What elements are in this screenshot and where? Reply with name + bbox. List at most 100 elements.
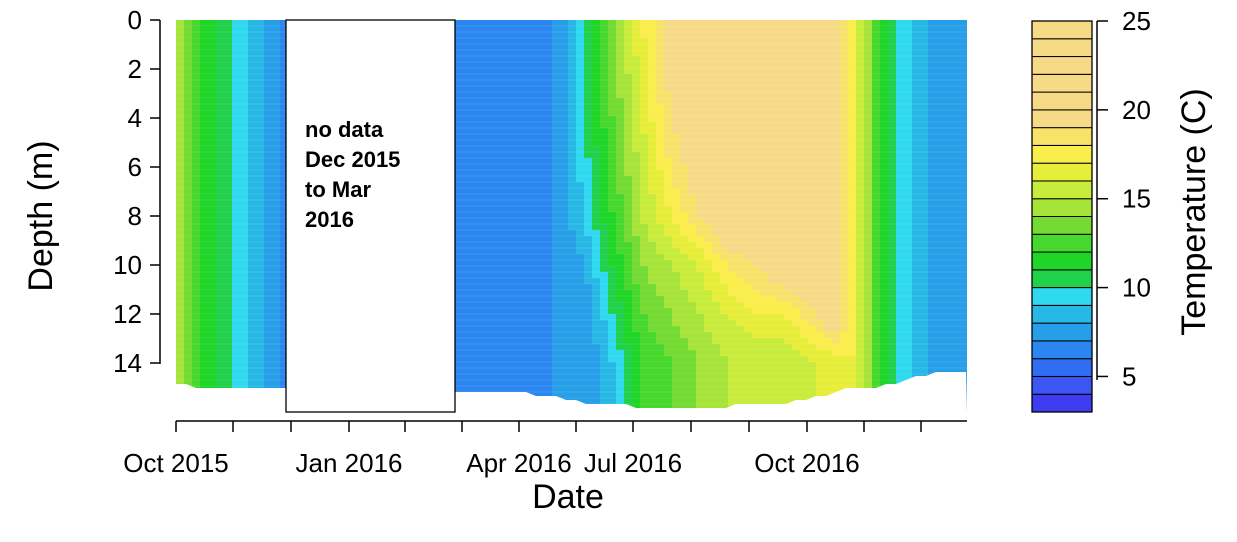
contour-cell <box>248 320 257 327</box>
contour-cell <box>224 164 233 171</box>
contour-cell <box>720 392 729 399</box>
contour-cell <box>728 338 737 345</box>
contour-cell <box>568 338 577 345</box>
contour-cell <box>704 356 713 363</box>
contour-cell <box>696 44 705 51</box>
contour-cell <box>680 86 689 93</box>
contour-cell <box>240 86 249 93</box>
contour-cell <box>520 332 529 339</box>
contour-cell <box>640 176 649 183</box>
contour-cell <box>216 338 225 345</box>
contour-cell <box>504 62 513 69</box>
contour-cell <box>768 182 777 189</box>
contour-cell <box>736 116 745 123</box>
contour-cell <box>648 152 657 159</box>
contour-cell <box>600 50 609 57</box>
contour-cell <box>576 44 585 51</box>
contour-cell <box>512 194 521 201</box>
contour-cell <box>608 248 617 255</box>
contour-cell <box>224 368 233 375</box>
contour-cell <box>224 188 233 195</box>
contour-cell <box>496 38 505 45</box>
contour-cell <box>184 158 193 165</box>
contour-cell <box>240 236 249 243</box>
contour-cell <box>592 368 601 375</box>
contour-cell <box>744 20 753 27</box>
contour-cell <box>752 278 761 285</box>
contour-cell <box>536 338 545 345</box>
contour-cell <box>520 182 529 189</box>
contour-cell <box>240 26 249 33</box>
contour-cell <box>688 380 697 387</box>
contour-cell <box>576 254 585 261</box>
contour-cell <box>480 170 489 177</box>
contour-cell <box>560 350 569 357</box>
contour-cell <box>200 62 209 69</box>
contour-cell <box>480 368 489 375</box>
contour-cell <box>696 314 705 321</box>
contour-cell <box>624 344 633 351</box>
contour-cell <box>600 86 609 93</box>
contour-cell <box>504 290 513 297</box>
contour-cell <box>232 266 241 273</box>
contour-cell <box>768 56 777 63</box>
contour-cell <box>512 164 521 171</box>
contour-cell <box>656 50 665 57</box>
contour-cell <box>224 122 233 129</box>
contour-cell <box>648 320 657 327</box>
contour-cell <box>680 176 689 183</box>
contour-cell <box>584 242 593 249</box>
contour-cell <box>584 308 593 315</box>
contour-cell <box>528 212 537 219</box>
contour-cell <box>720 332 729 339</box>
contour-cell <box>720 38 729 45</box>
contour-cell <box>520 128 529 135</box>
contour-cell <box>552 248 561 255</box>
contour-cell <box>464 122 473 129</box>
contour-cell <box>640 158 649 165</box>
contour-cell <box>456 296 465 303</box>
contour-cell <box>704 56 713 63</box>
contour-cell <box>632 344 641 351</box>
contour-cell <box>472 188 481 195</box>
contour-cell <box>592 392 601 399</box>
contour-cell <box>528 344 537 351</box>
contour-cell <box>776 284 785 291</box>
contour-cell <box>584 350 593 357</box>
contour-cell <box>712 368 721 375</box>
contour-cell <box>672 356 681 363</box>
contour-cell <box>704 86 713 93</box>
contour-cell <box>608 38 617 45</box>
contour-cell <box>648 314 657 321</box>
contour-cell <box>280 158 289 165</box>
contour-cell <box>536 32 545 39</box>
contour-cell <box>272 20 281 27</box>
contour-cell <box>584 284 593 291</box>
contour-cell <box>696 326 705 333</box>
contour-cell <box>744 398 753 405</box>
contour-cell <box>520 26 529 33</box>
contour-cell <box>664 140 673 147</box>
contour-cell <box>768 248 777 255</box>
contour-cell <box>216 86 225 93</box>
contour-cell <box>472 170 481 177</box>
contour-cell <box>592 68 601 75</box>
contour-cell <box>592 158 601 165</box>
contour-cell <box>248 338 257 345</box>
contour-cell <box>624 278 633 285</box>
contour-cell <box>464 326 473 333</box>
contour-cell <box>464 56 473 63</box>
contour-cell <box>536 56 545 63</box>
contour-cell <box>720 206 729 213</box>
contour-cell <box>176 68 185 75</box>
contour-cell <box>544 362 553 369</box>
contour-cell <box>672 200 681 207</box>
contour-cell <box>632 158 641 165</box>
contour-cell <box>696 242 705 249</box>
contour-cell <box>552 200 561 207</box>
contour-cell <box>232 260 241 267</box>
contour-cell <box>568 272 577 279</box>
contour-cell <box>624 74 633 81</box>
contour-cell <box>632 308 641 315</box>
contour-cell <box>736 386 745 393</box>
